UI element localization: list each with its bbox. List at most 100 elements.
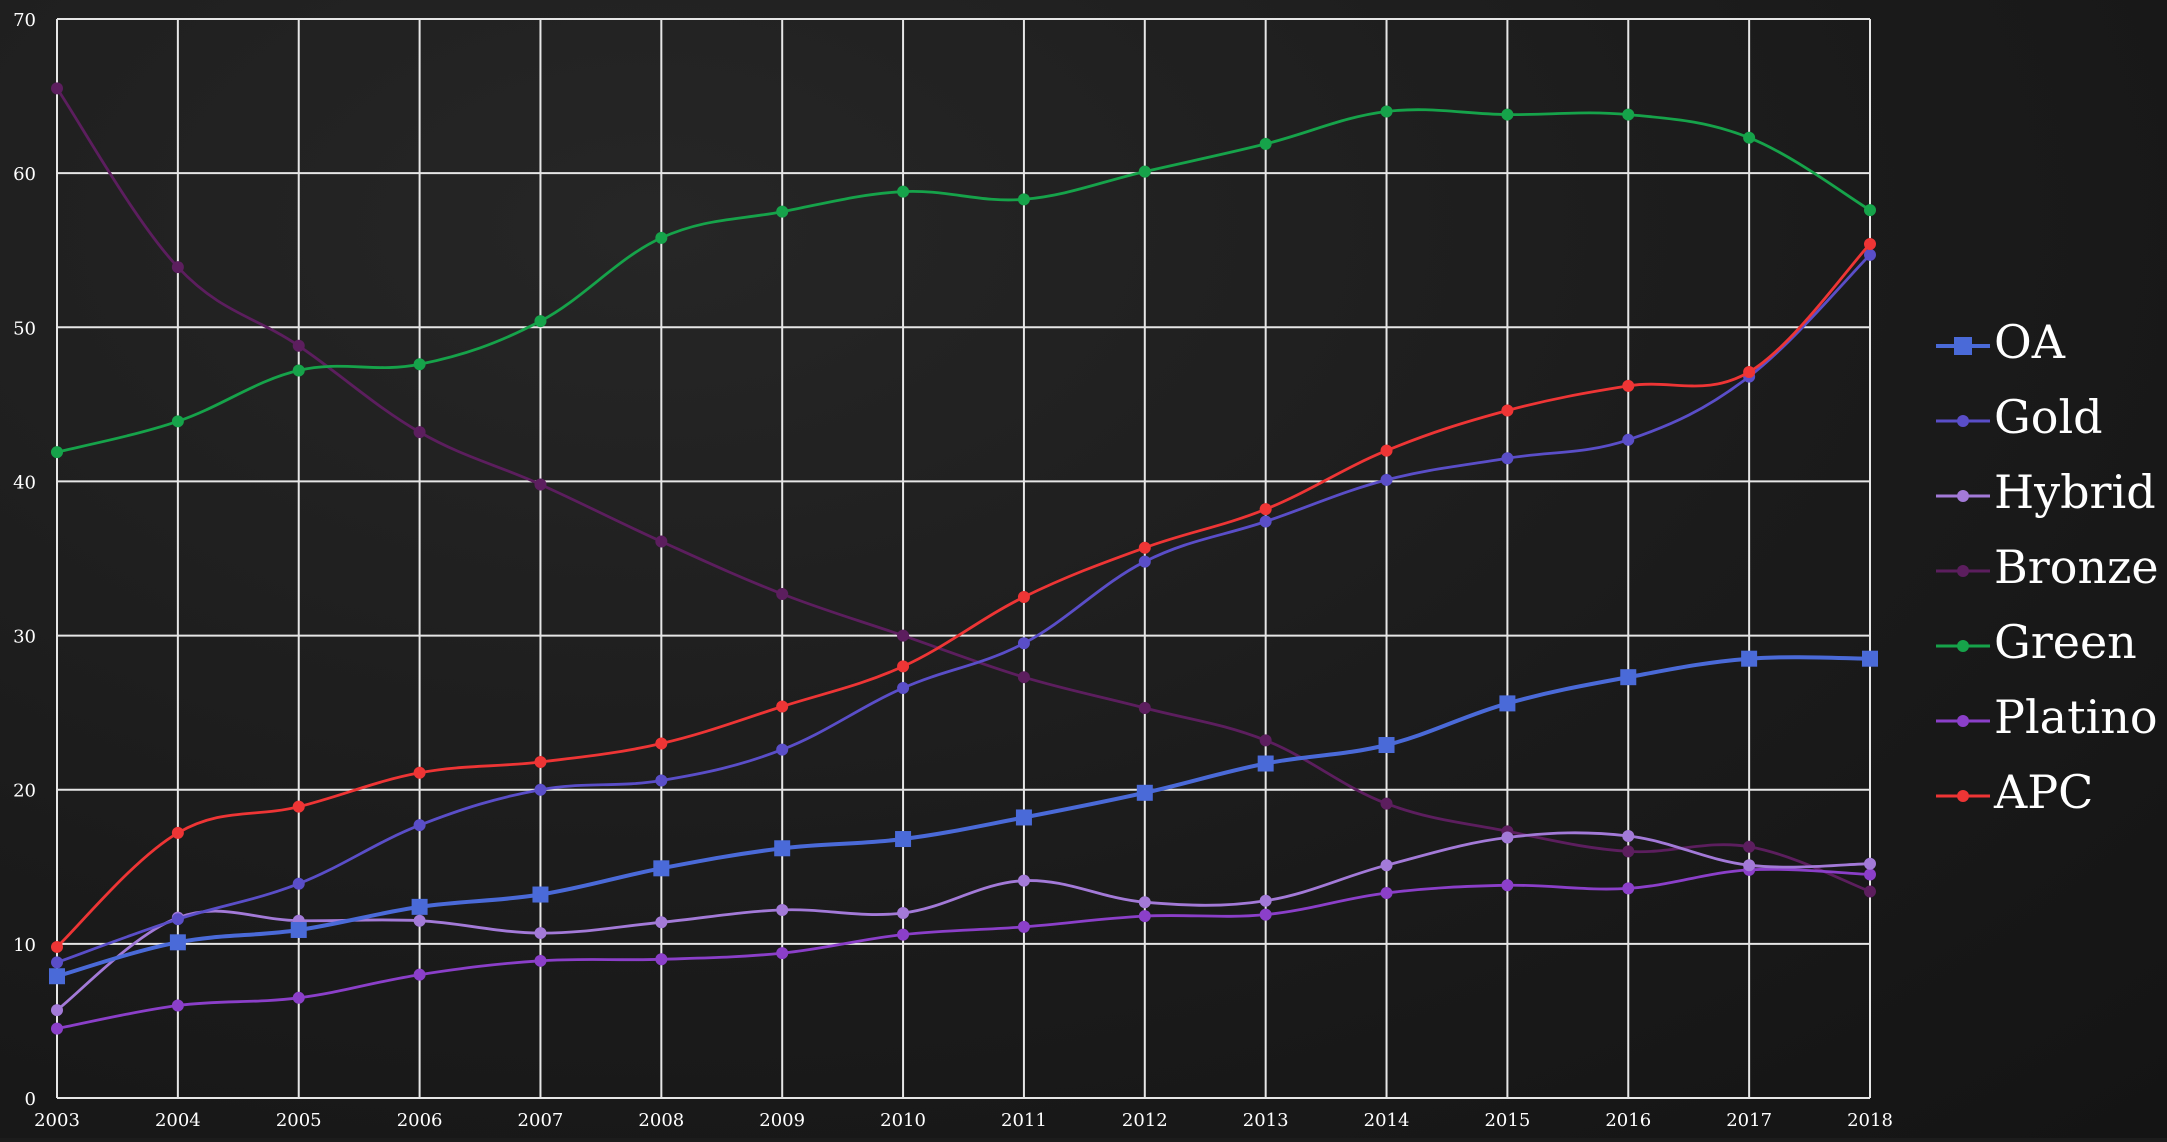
data-point-platino	[1864, 868, 1876, 881]
data-point-gold	[1622, 433, 1635, 446]
legend-item-bronze: Bronze	[1936, 540, 2159, 594]
data-point-hybrid	[897, 907, 910, 920]
data-point-hybrid	[1501, 831, 1514, 844]
data-point-apc	[1138, 541, 1151, 554]
legend-item-platino: Platino	[1936, 690, 2158, 744]
data-point-apc	[1743, 365, 1756, 378]
data-point-gold	[413, 819, 426, 832]
series-oa	[49, 650, 1878, 985]
data-point-apc	[897, 660, 910, 673]
series-line-apc	[56, 243, 1872, 948]
data-point-green	[1380, 105, 1393, 118]
legend-label: Green	[1994, 615, 2137, 669]
data-point-green	[897, 185, 910, 198]
y-tick-label: 70	[13, 10, 36, 31]
legend-item-gold: Gold	[1936, 390, 2103, 444]
x-tick-label: 2014	[1364, 1110, 1410, 1131]
data-point-gold	[1259, 515, 1272, 528]
data-point-oa	[1862, 650, 1878, 667]
data-point-hybrid	[1259, 894, 1272, 907]
series-line-green	[56, 108, 1871, 454]
data-point-hybrid	[51, 1004, 63, 1017]
data-point-gold	[171, 913, 184, 926]
legend-label: Bronze	[1994, 540, 2159, 594]
data-point-apc	[292, 800, 305, 813]
data-point-platino	[1622, 882, 1635, 895]
x-tick-label: 2018	[1847, 1110, 1893, 1131]
data-point-platino	[292, 991, 305, 1004]
legend-marker	[1957, 640, 1969, 652]
y-tick-label: 0	[25, 1089, 36, 1110]
legend-label: Platino	[1994, 690, 2158, 744]
x-tick-label: 2009	[759, 1110, 805, 1131]
data-point-bronze	[1622, 845, 1635, 858]
legend-label: APC	[1993, 765, 2093, 819]
y-tick-label: 60	[13, 164, 36, 185]
series-apc	[51, 238, 1876, 953]
x-axis-ticks: 2003 2004 2005 2006 2007 2008 2009 2010 2011 2012…	[34, 1110, 1893, 1131]
data-point-hybrid	[534, 927, 547, 940]
series-line-hybrid	[56, 831, 1871, 1012]
x-tick-label: 2006	[397, 1110, 443, 1131]
data-point-oa	[1620, 669, 1637, 686]
data-point-oa	[411, 898, 428, 915]
x-tick-label: 2004	[155, 1110, 201, 1131]
y-axis-ticks: 0 10 20 30 40 50 60 70	[13, 10, 36, 1110]
data-point-green	[51, 446, 63, 459]
data-point-green	[1622, 108, 1635, 121]
data-point-gold	[1501, 452, 1514, 465]
data-point-oa	[169, 934, 186, 951]
data-point-bronze	[776, 587, 789, 600]
data-point-bronze	[1138, 702, 1151, 715]
data-point-gold	[1138, 555, 1151, 568]
data-point-apc	[1017, 591, 1030, 604]
y-tick-label: 20	[13, 781, 36, 802]
data-point-gold	[51, 956, 63, 969]
data-point-apc	[534, 755, 547, 768]
data-point-apc	[171, 826, 184, 839]
data-point-green	[1501, 108, 1514, 121]
data-point-apc	[1622, 379, 1635, 392]
legend-label: OA	[1994, 315, 2066, 369]
data-point-oa	[290, 921, 307, 938]
y-tick-label: 10	[13, 935, 36, 956]
data-point-green	[655, 231, 668, 244]
data-point-platino	[171, 999, 184, 1012]
legend-item-apc: APC	[1936, 765, 2093, 819]
series-platino	[51, 863, 1876, 1035]
legend-marker	[1957, 415, 1969, 427]
x-tick-label: 2010	[880, 1110, 926, 1131]
data-point-bronze	[534, 478, 547, 491]
data-point-oa	[1499, 695, 1516, 712]
grid	[56, 18, 1871, 1099]
legend-marker	[1957, 715, 1969, 727]
data-point-gold	[534, 783, 547, 796]
legend: OA Gold Hybrid Bronze Green Platino APC	[1936, 315, 2159, 819]
data-point-green	[413, 358, 426, 371]
series-lines	[49, 82, 1878, 1035]
series-line-bronze	[55, 87, 1871, 893]
series-gold	[51, 248, 1876, 969]
legend-marker	[1957, 790, 1969, 802]
legend-label: Hybrid	[1994, 465, 2156, 519]
data-point-apc	[1501, 404, 1514, 417]
x-tick-label: 2017	[1726, 1110, 1772, 1131]
data-point-oa	[49, 968, 65, 985]
data-point-platino	[655, 953, 668, 966]
data-point-apc	[1864, 238, 1876, 251]
data-point-gold	[1864, 248, 1876, 261]
legend-marker	[1954, 337, 1972, 355]
data-point-platino	[534, 954, 547, 967]
series-line-gold	[56, 253, 1871, 964]
data-point-bronze	[655, 535, 668, 548]
data-point-platino	[897, 928, 910, 941]
data-point-bronze	[897, 629, 910, 642]
data-point-apc	[776, 700, 789, 713]
y-tick-label: 40	[13, 472, 36, 493]
data-point-platino	[1380, 886, 1393, 899]
data-point-oa	[1378, 737, 1395, 754]
data-point-green	[171, 415, 184, 428]
data-point-oa	[1741, 650, 1758, 667]
